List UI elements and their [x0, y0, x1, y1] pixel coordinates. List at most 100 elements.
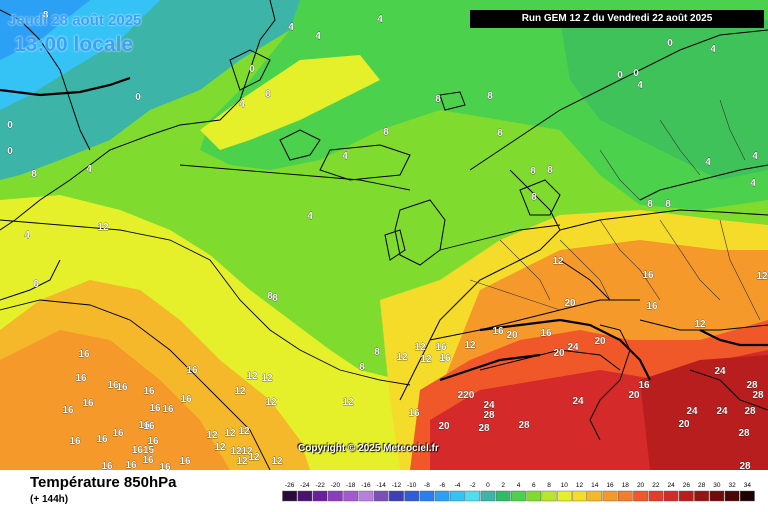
- legend-tick-label: -2: [470, 482, 476, 489]
- legend-tick-label: 30: [713, 482, 721, 489]
- isotherm-label: 8: [487, 91, 493, 102]
- isotherm-label: 0: [135, 92, 141, 103]
- isotherm-label: 16: [180, 394, 192, 405]
- isotherm-label: 12: [248, 452, 260, 463]
- isotherm-label: 8: [497, 128, 503, 139]
- isotherm-label: 12: [230, 446, 242, 457]
- legend-swatch: [373, 490, 389, 502]
- legend-tick-label: -26: [285, 482, 295, 489]
- borders: [469, 99, 761, 321]
- legend-swatch: [358, 490, 374, 502]
- footer-subtitle: (+ 144h): [30, 494, 69, 505]
- legend-swatch: [419, 490, 435, 502]
- isotherm-label: 16: [646, 301, 658, 312]
- isotherm-label: 28: [478, 423, 490, 434]
- legend-tick-label: 4: [517, 482, 521, 489]
- field-blue-corner: [0, 0, 90, 60]
- legend-tick-label: -12: [392, 482, 402, 489]
- isotherm-label: 4: [86, 164, 92, 175]
- legend-tick-label: -6: [439, 482, 445, 489]
- legend-tick-label: 28: [698, 482, 706, 489]
- isotherm-label: -8: [40, 10, 49, 21]
- legend-tick-label: 20: [637, 482, 645, 489]
- isotherm-label: 4: [307, 211, 313, 222]
- legend-swatch: [556, 490, 572, 502]
- legend-tick-label: 22: [652, 482, 660, 489]
- legend-tick-label: 16: [606, 482, 614, 489]
- isotherm-label: 8: [383, 127, 389, 138]
- isotherm-label: 28: [518, 420, 530, 431]
- legend-swatch: [541, 490, 557, 502]
- legend-swatch: [282, 490, 297, 502]
- isotherm-label: 28: [739, 461, 751, 470]
- isotherm-label: 12: [342, 397, 354, 408]
- legend-tick-label: -14: [376, 482, 386, 489]
- isotherm-label: 16: [638, 380, 650, 391]
- isotherm-label: 0: [249, 64, 255, 75]
- coastlines: [0, 0, 768, 441]
- isotherm-label: 16: [96, 434, 108, 445]
- field-green-east: [560, 20, 768, 180]
- isotherm-label: 24: [483, 400, 495, 411]
- isotherm-label: 12: [464, 340, 476, 351]
- isotherm-label: 16: [112, 428, 124, 439]
- legend-swatch: [740, 490, 755, 502]
- isotherm-label: 8: [31, 169, 37, 180]
- legend-swatch: [724, 490, 740, 502]
- isotherm-label: 4: [342, 151, 348, 162]
- isotherm-label: 28: [738, 428, 750, 439]
- isotherm-label: 4: [377, 14, 383, 25]
- legend-tick-label: -20: [331, 482, 341, 489]
- legend-tick-label: 26: [683, 482, 691, 489]
- isotherm-label: 4: [24, 230, 30, 241]
- isotherm-label: 8: [267, 291, 273, 302]
- legend-tick-label: -22: [315, 482, 325, 489]
- isotherm-label: 16: [492, 326, 504, 337]
- isotherm-label: 16: [138, 420, 150, 431]
- color-scale-legend: -26 -24 -22 -20 -18 -16 -14 -12 -10 -8 -6 -4 -2 0 2 4 6 8…: [282, 482, 755, 502]
- isotherm-label: 8: [647, 199, 653, 210]
- isotherm-label: 12: [241, 446, 253, 457]
- isotherm-label: 0: [617, 70, 623, 81]
- isotherm-label: 24: [572, 396, 584, 407]
- isotherm-label: 16: [162, 404, 174, 415]
- isotherm-label: 12: [265, 397, 277, 408]
- isotherm-label: 220: [458, 390, 475, 401]
- isotherm-label: 16: [143, 421, 155, 432]
- isotherm-label: 4: [288, 22, 294, 33]
- isotherm-label: 12: [694, 319, 706, 330]
- isotherm-label: 8: [272, 293, 278, 304]
- legend-tick-label: 6: [532, 482, 536, 489]
- isotherm-label: 16: [408, 408, 420, 419]
- isotherm-label: 24: [716, 406, 728, 417]
- isotherm-label: 12: [97, 222, 109, 233]
- isotherm-label: 8: [33, 279, 39, 290]
- isotherm-label: 16: [439, 353, 451, 364]
- isotherm-label: 16: [142, 455, 154, 466]
- isotherm-label: 0: [7, 146, 13, 157]
- isotherm-label: 8: [374, 347, 380, 358]
- field-yellow-tongue: [200, 55, 380, 150]
- legend-tick-label: 32: [728, 482, 736, 489]
- isotherm-label: 16: [186, 365, 198, 376]
- legend-tick-label: -8: [424, 482, 430, 489]
- isotherm-label: 24: [567, 342, 579, 353]
- isotherm-label: 12: [261, 373, 273, 384]
- legend-swatch: [679, 490, 694, 502]
- legend-swatch: [526, 490, 542, 502]
- isotherm-label: 0: [7, 120, 13, 131]
- legend-swatch: [434, 490, 450, 502]
- isotherm-label: 4: [752, 151, 758, 162]
- isotherm-label: 28: [483, 410, 495, 421]
- isotherm-label: 12: [214, 442, 226, 453]
- isotherm-label: 16: [69, 436, 81, 447]
- isotherm-label: 12: [238, 426, 250, 437]
- isotherm-label: 16: [159, 462, 171, 470]
- isotherm-label: 20: [564, 298, 576, 309]
- isotherm-label: 8: [435, 94, 441, 105]
- legend-tick-label: -4: [455, 482, 461, 489]
- legend-swatch: [694, 490, 709, 502]
- legend-swatch: [572, 490, 587, 502]
- legend-swatch: [404, 490, 420, 502]
- isotherm-label: 8: [359, 362, 365, 373]
